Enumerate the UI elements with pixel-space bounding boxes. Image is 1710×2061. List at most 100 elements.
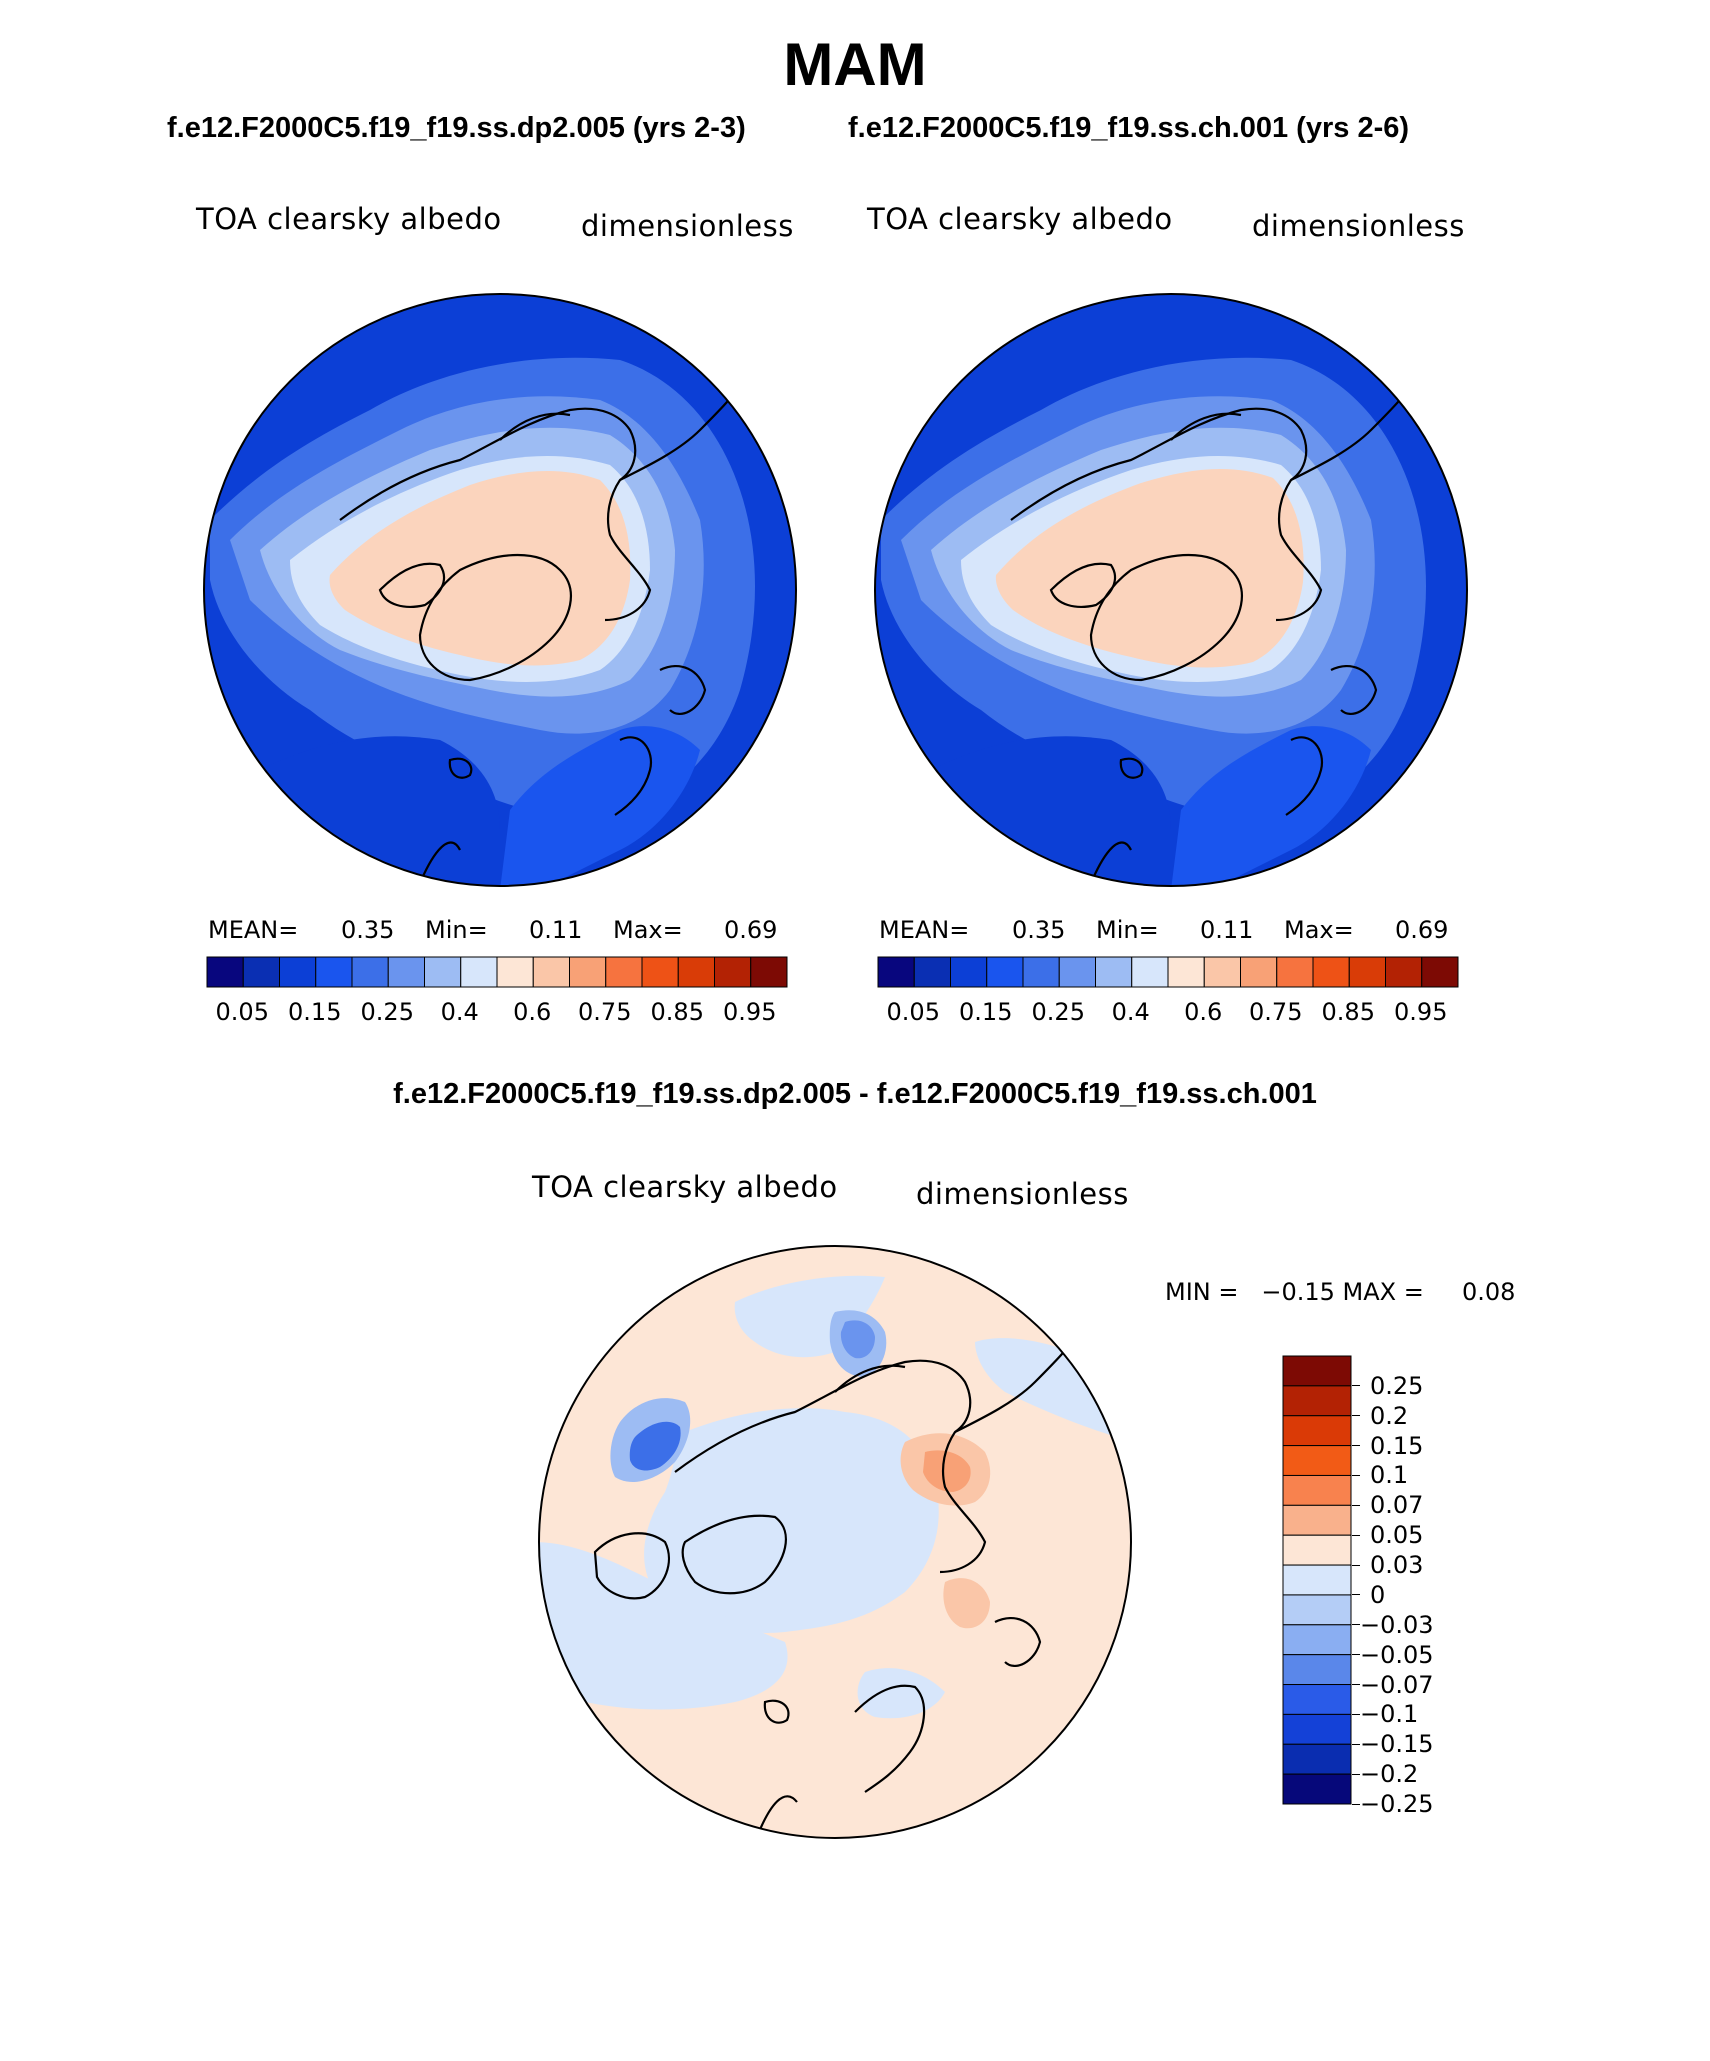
colorbar-tick-label: 0.15 bbox=[288, 998, 342, 1026]
panel1-mean-value: 0.35 bbox=[341, 916, 395, 944]
panel1-colorbar-labels: 0.05 0.15 0.25 0.4 0.6 0.75 0.85 0.95 bbox=[206, 998, 788, 1028]
colorbar-swatch bbox=[1282, 1355, 1352, 1387]
case2-title: f.e12.F2000C5.f19_f19.ss.ch.001 (yrs 2-6… bbox=[848, 112, 1410, 144]
colorbar-swatch bbox=[1131, 956, 1169, 988]
colorbar-swatch bbox=[913, 956, 951, 988]
colorbar-swatch bbox=[1282, 1773, 1352, 1805]
colorbar-swatch bbox=[986, 956, 1024, 988]
colorbar-swatch bbox=[1095, 956, 1133, 988]
panel2-variable-label: TOA clearsky albedo bbox=[867, 202, 1173, 236]
colorbar-tick-label: 0.05 bbox=[1370, 1521, 1424, 1550]
colorbar-swatch bbox=[1022, 956, 1060, 988]
panel2-mean-value: 0.35 bbox=[1012, 916, 1066, 944]
colorbar-swatch bbox=[1282, 1564, 1352, 1596]
colorbar-tick-label: −0.2 bbox=[1360, 1760, 1419, 1789]
colorbar-swatch bbox=[315, 956, 353, 988]
colorbar-swatch bbox=[569, 956, 607, 988]
colorbar-swatch bbox=[1276, 956, 1314, 988]
diff-colorbar bbox=[1282, 1355, 1352, 1805]
colorbar-tick bbox=[1352, 1534, 1360, 1536]
colorbar-tick-label: 0.6 bbox=[1184, 998, 1223, 1026]
colorbar-swatch bbox=[750, 956, 788, 988]
colorbar-swatch bbox=[1058, 956, 1096, 988]
colorbar-tick-label: 0.03 bbox=[1370, 1551, 1424, 1580]
panel2-mean-label: MEAN= bbox=[879, 916, 970, 944]
colorbar-tick bbox=[1352, 1624, 1360, 1626]
panel2-min-value: 0.11 bbox=[1200, 916, 1254, 944]
colorbar-tick-label: 0.75 bbox=[1249, 998, 1303, 1026]
panel2-polar-map bbox=[874, 293, 1468, 887]
colorbar-tick-label: 0.2 bbox=[1370, 1401, 1409, 1430]
colorbar-swatch bbox=[1203, 956, 1241, 988]
colorbar-swatch bbox=[279, 956, 317, 988]
colorbar-swatch bbox=[460, 956, 498, 988]
colorbar-swatch bbox=[641, 956, 679, 988]
page-title: MAM bbox=[783, 31, 927, 98]
colorbar-swatch bbox=[242, 956, 280, 988]
colorbar-tick bbox=[1352, 1474, 1360, 1476]
colorbar-swatch bbox=[1282, 1474, 1352, 1506]
colorbar-swatch bbox=[1385, 956, 1423, 988]
colorbar-tick bbox=[1352, 1564, 1360, 1566]
colorbar-tick-label: −0.1 bbox=[1360, 1700, 1419, 1729]
colorbar-tick bbox=[1352, 1385, 1360, 1387]
colorbar-tick bbox=[1352, 1594, 1360, 1596]
colorbar-tick-label: 0.85 bbox=[650, 998, 704, 1026]
colorbar-tick-label: 0.85 bbox=[1321, 998, 1375, 1026]
colorbar-swatch bbox=[714, 956, 752, 988]
colorbar-swatch bbox=[206, 956, 244, 988]
colorbar-swatch bbox=[605, 956, 643, 988]
colorbar-swatch bbox=[1282, 1624, 1352, 1656]
colorbar-tick bbox=[1352, 1504, 1360, 1506]
colorbar-swatch bbox=[1282, 1445, 1352, 1476]
colorbar-tick-label: 0 bbox=[1370, 1580, 1386, 1609]
colorbar-swatch bbox=[1282, 1415, 1352, 1447]
panel1-variable-label: TOA clearsky albedo bbox=[196, 202, 502, 236]
colorbar-tick bbox=[1352, 1415, 1360, 1417]
colorbar-tick-label: 0.15 bbox=[959, 998, 1013, 1026]
colorbar-tick-label: 0.95 bbox=[1394, 998, 1448, 1026]
colorbar-tick bbox=[1352, 1654, 1360, 1656]
colorbar-tick bbox=[1352, 1445, 1360, 1447]
panel2-max-value: 0.69 bbox=[1395, 916, 1449, 944]
colorbar-tick-label: −0.07 bbox=[1360, 1670, 1434, 1699]
colorbar-swatch bbox=[1167, 956, 1205, 988]
colorbar-tick-label: 0.6 bbox=[513, 998, 552, 1026]
colorbar-tick-label: 0.25 bbox=[1370, 1371, 1424, 1400]
colorbar-tick-label: −0.05 bbox=[1360, 1640, 1434, 1669]
diff-units-label: dimensionless bbox=[916, 1177, 1129, 1211]
colorbar-swatch bbox=[950, 956, 988, 988]
colorbar-tick bbox=[1352, 1803, 1360, 1805]
diff-variable-label: TOA clearsky albedo bbox=[532, 1170, 838, 1204]
colorbar-swatch bbox=[496, 956, 534, 988]
colorbar-tick-label: −0.25 bbox=[1360, 1790, 1434, 1818]
colorbar-tick-label: 0.95 bbox=[723, 998, 777, 1026]
colorbar-tick-label: −0.03 bbox=[1360, 1610, 1434, 1639]
panel2-max-label: Max= bbox=[1284, 916, 1354, 944]
panel1-polar-map bbox=[203, 293, 797, 887]
colorbar-swatch bbox=[1240, 956, 1278, 988]
colorbar-tick-label: 0.1 bbox=[1370, 1461, 1409, 1490]
colorbar-tick-label: 0.25 bbox=[360, 998, 414, 1026]
colorbar-swatch bbox=[387, 956, 425, 988]
panel1-colorbar bbox=[206, 956, 788, 988]
colorbar-swatch bbox=[532, 956, 570, 988]
case1-title: f.e12.F2000C5.f19_f19.ss.dp2.005 (yrs 2-… bbox=[167, 112, 746, 144]
colorbar-tick bbox=[1352, 1743, 1360, 1745]
colorbar-tick bbox=[1352, 1713, 1360, 1715]
colorbar-swatch bbox=[1282, 1654, 1352, 1686]
colorbar-tick-label: 0.05 bbox=[886, 998, 940, 1026]
colorbar-swatch bbox=[877, 956, 915, 988]
diff-polar-map bbox=[538, 1245, 1132, 1839]
colorbar-tick bbox=[1352, 1773, 1360, 1775]
colorbar-swatch bbox=[677, 956, 715, 988]
colorbar-swatch bbox=[424, 956, 462, 988]
colorbar-tick-label: −0.15 bbox=[1360, 1730, 1434, 1759]
colorbar-swatch bbox=[1282, 1684, 1352, 1715]
colorbar-tick-label: 0.05 bbox=[215, 998, 269, 1026]
diff-title: f.e12.F2000C5.f19_f19.ss.dp2.005 - f.e12… bbox=[393, 1078, 1317, 1110]
panel2-min-label: Min= bbox=[1096, 916, 1159, 944]
colorbar-swatch bbox=[1282, 1504, 1352, 1536]
colorbar-swatch bbox=[1312, 956, 1350, 988]
colorbar-tick-label: 0.4 bbox=[440, 998, 479, 1026]
